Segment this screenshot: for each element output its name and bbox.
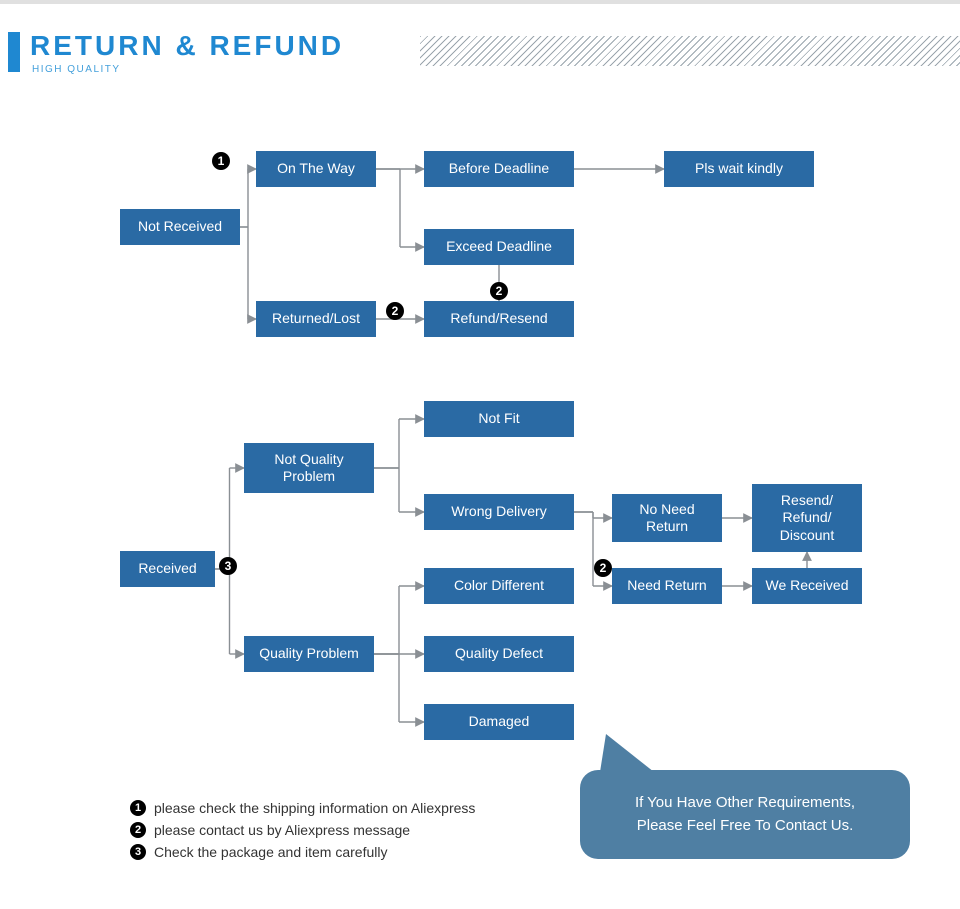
node-exceed_deadline: Exceed Deadline [424, 229, 574, 265]
contact-bubble: If You Have Other Requirements, Please F… [580, 770, 910, 859]
footnote-2: 2 please contact us by Aliexpress message [130, 822, 475, 838]
footnote-3: 3 Check the package and item carefully [130, 844, 475, 860]
bubble-tail-icon [600, 734, 654, 772]
node-not_fit: Not Fit [424, 401, 574, 437]
node-quality: Quality Problem [244, 636, 374, 672]
node-damaged: Damaged [424, 704, 574, 740]
node-not_quality: Not QualityProblem [244, 443, 374, 493]
node-before_deadline: Before Deadline [424, 151, 574, 187]
footnote-badge: 3 [130, 844, 146, 860]
node-returned_lost: Returned/Lost [256, 301, 376, 337]
node-we_received: We Received [752, 568, 862, 604]
footnote-1: 1 please check the shipping information o… [130, 800, 475, 816]
node-quality_defect: Quality Defect [424, 636, 574, 672]
node-resend_refund_disc: Resend/Refund/Discount [752, 484, 862, 552]
node-pls_wait: Pls wait kindly [664, 151, 814, 187]
badge-3: 3 [219, 557, 237, 575]
node-refund_resend: Refund/Resend [424, 301, 574, 337]
badge-2: 2 [594, 559, 612, 577]
footnote-badge: 2 [130, 822, 146, 838]
node-on_the_way: On The Way [256, 151, 376, 187]
footnote-text: Check the package and item carefully [154, 844, 387, 860]
badge-2: 2 [386, 302, 404, 320]
bubble-body: If You Have Other Requirements, Please F… [580, 770, 910, 859]
node-need_return: Need Return [612, 568, 722, 604]
bubble-line1: If You Have Other Requirements, [635, 794, 855, 811]
footnotes: 1 please check the shipping information o… [130, 800, 475, 866]
footnote-text: please contact us by Aliexpress message [154, 822, 410, 838]
footnote-text: please check the shipping information on… [154, 800, 475, 816]
node-wrong_delivery: Wrong Delivery [424, 494, 574, 530]
badge-1: 1 [212, 152, 230, 170]
bubble-line2: Please Feel Free To Contact Us. [637, 817, 854, 834]
node-color_different: Color Different [424, 568, 574, 604]
badge-2: 2 [490, 282, 508, 300]
node-not_received: Not Received [120, 209, 240, 245]
node-no_need_return: No NeedReturn [612, 494, 722, 542]
footnote-badge: 1 [130, 800, 146, 816]
node-received: Received [120, 551, 215, 587]
page-canvas: RETURN & REFUND HIGH QUALITY Not Receive… [0, 0, 960, 909]
